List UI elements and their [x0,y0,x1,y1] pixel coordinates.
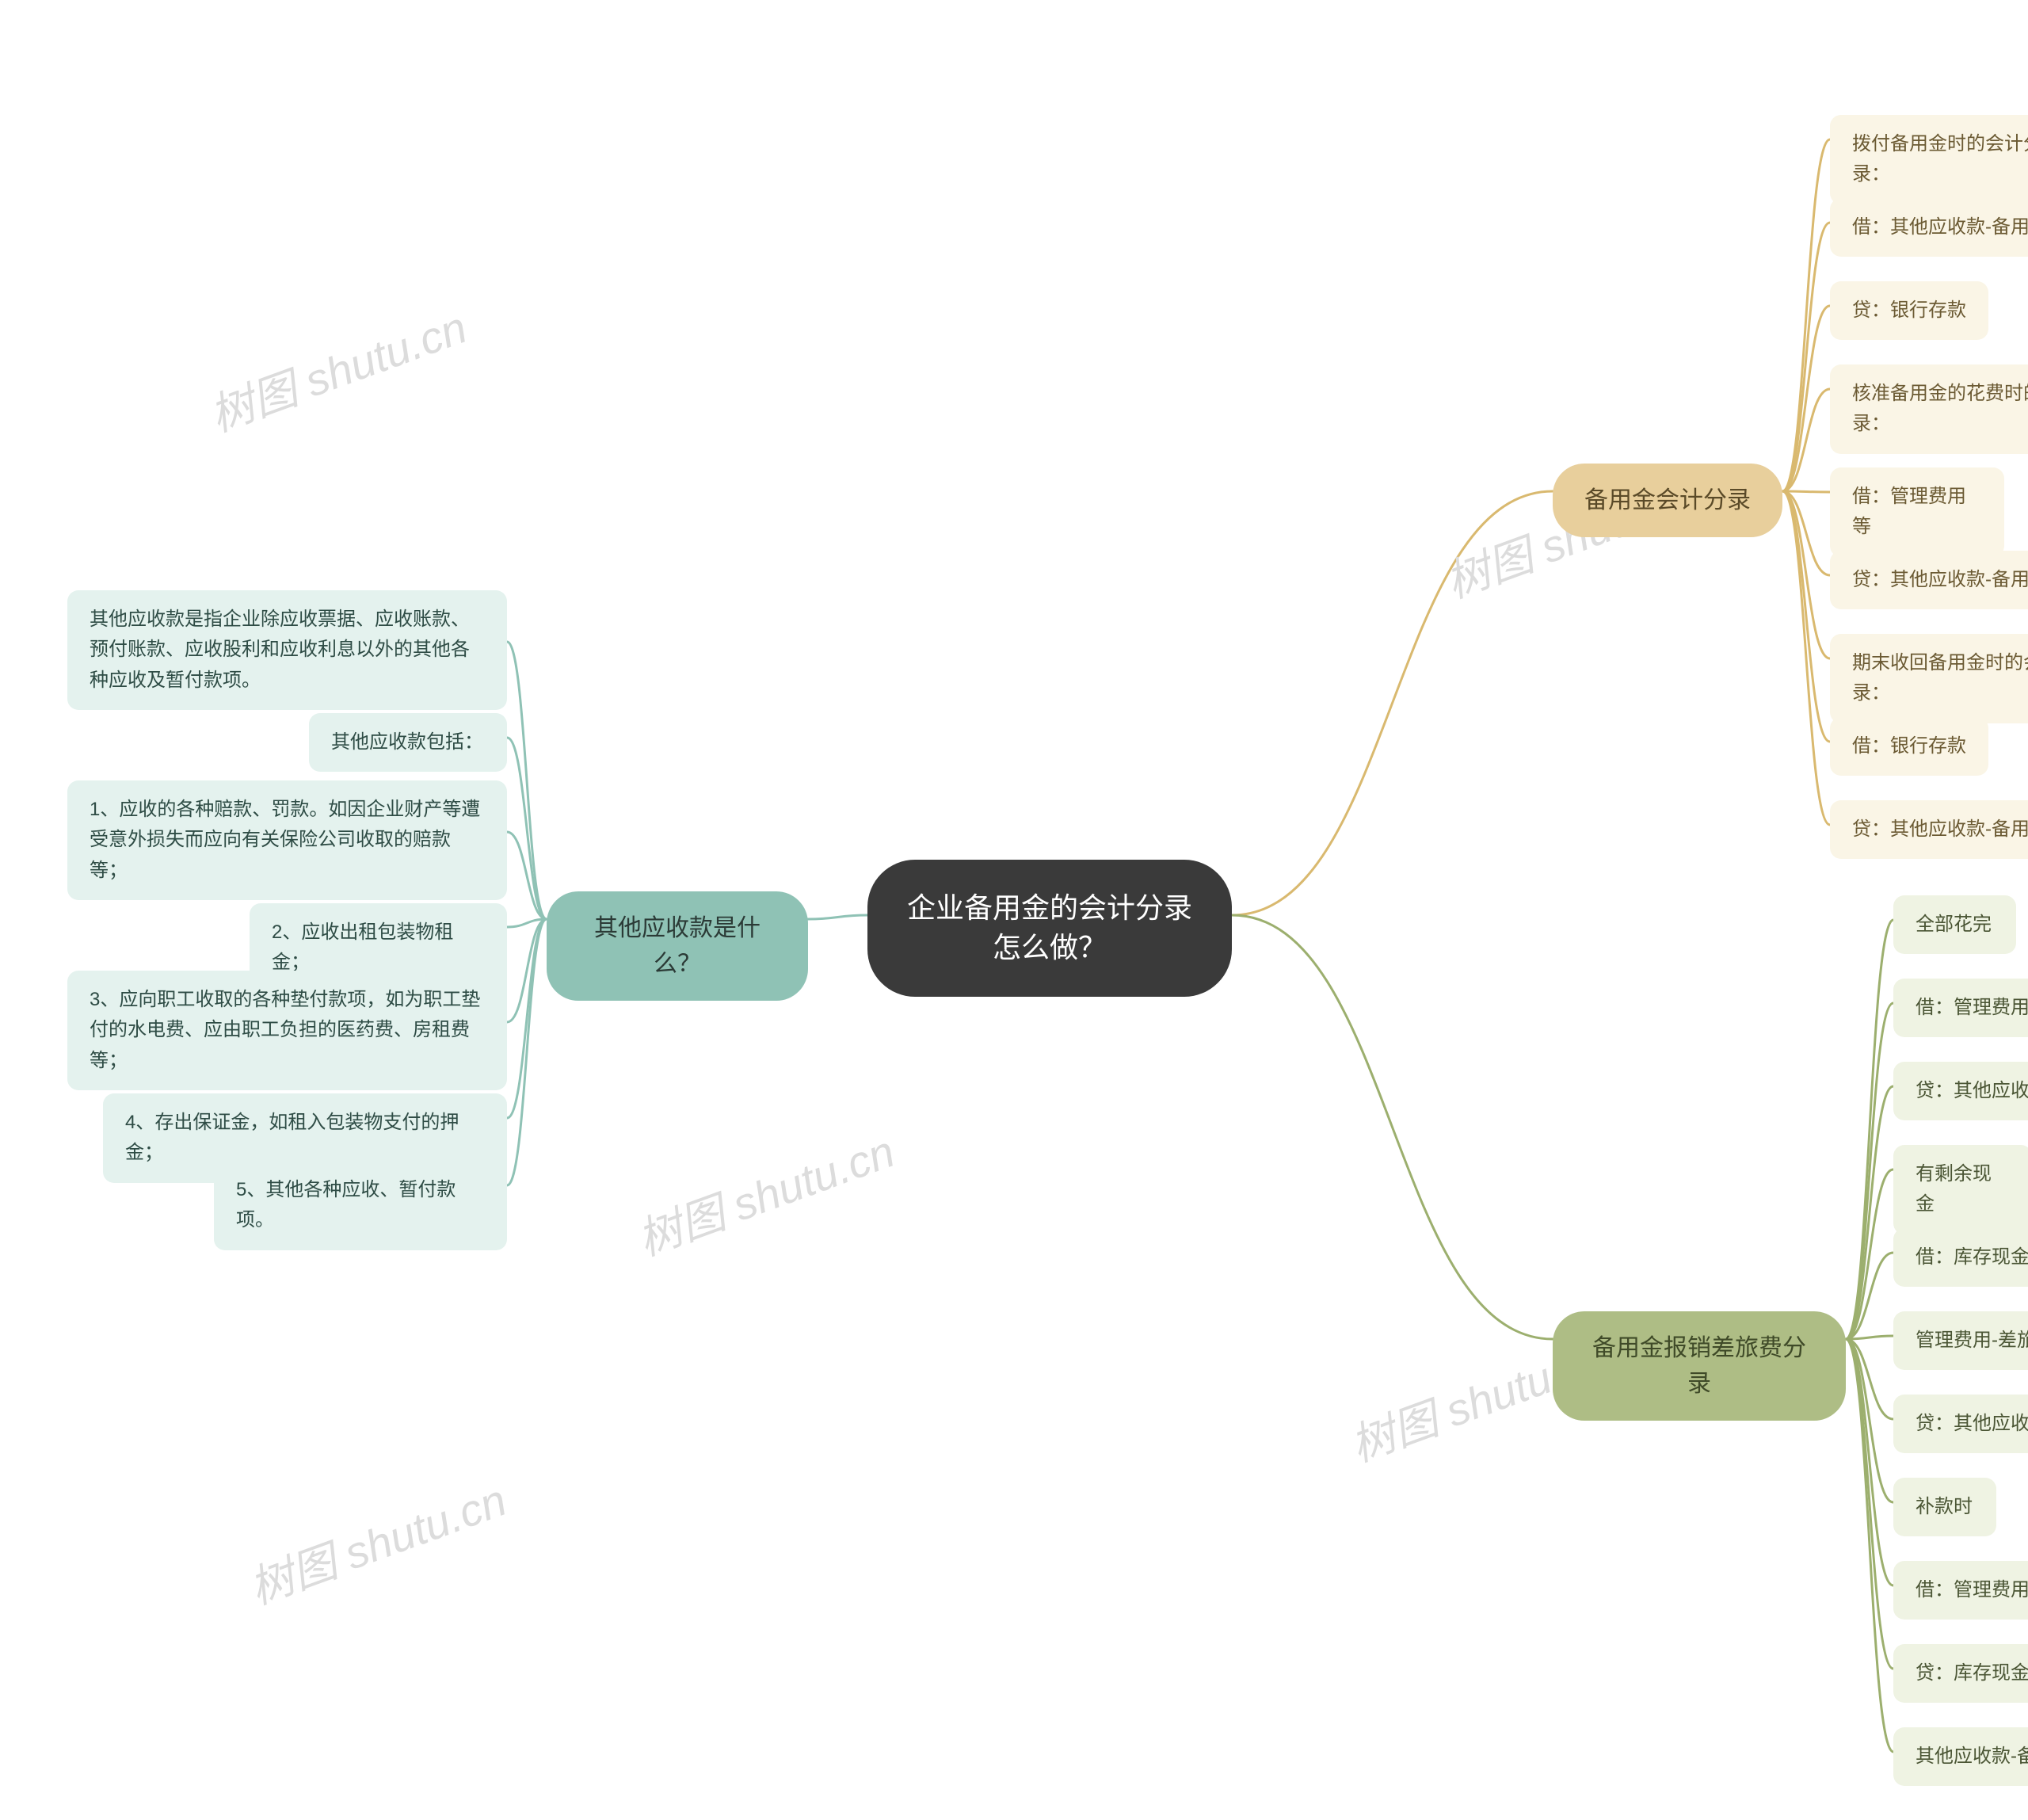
leaf-r1h: 借：银行存款 [1830,717,1988,776]
leaf-r2g: 贷：其他应收款-备用金 [1893,1395,2028,1453]
leaf-l5: 3、应向职工收取的各种垫付款项，如为职工垫付的水电费、应由职工负担的医药费、房租… [67,971,507,1090]
leaf-r2i: 借：管理费用-差旅费 [1893,1561,2028,1620]
leaf-r2e: 借：库存现金 [1893,1228,2028,1287]
leaf-r1g: 期末收回备用金时的会计分录： [1830,634,2028,723]
leaf-l7: 5、其他各种应收、暂付款项。 [214,1161,507,1250]
leaf-r1a: 拨付备用金时的会计分录： [1830,115,2028,204]
leaf-r2b: 借：管理费用-差旅费 [1893,979,2028,1037]
leaf-r1b: 借：其他应收款-备用金 [1830,198,2028,257]
leaf-r1i: 贷：其他应收款-备用金 [1830,800,2028,859]
leaf-l3: 1、应收的各种赔款、罚款。如因企业财产等遭受意外损失而应向有关保险公司收取的赔款… [67,780,507,900]
leaf-r2d: 有剩余现金 [1893,1145,2028,1234]
leaf-r1f: 贷：其他应收款-备用金 [1830,551,2028,609]
leaf-l1: 其他应收款是指企业除应收票据、应收账款、预付账款、应收股利和应收利息以外的其他各… [67,590,507,710]
watermark: 树图 shutu.cn [239,1465,514,1617]
leaf-r1d: 核准备用金的花费时的会计分录： [1830,364,2028,454]
branch-b-r1: 备用金会计分录 [1553,464,1782,537]
leaf-r2h: 补款时 [1893,1478,1996,1536]
watermark: 树图 shutu.cn [627,1116,902,1269]
leaf-r2j: 贷：库存现金 [1893,1644,2028,1703]
leaf-l2: 其他应收款包括： [309,713,507,772]
leaf-r2c: 贷：其他应收款-备用金 [1893,1062,2028,1120]
watermark: 树图 shutu.cn [200,292,475,445]
branch-b-r2: 备用金报销差旅费分录 [1553,1311,1846,1421]
leaf-r2k: 其他应收款-备用金 [1893,1727,2028,1786]
leaf-r1c: 贷：银行存款 [1830,281,1988,340]
leaf-r2a: 全部花完 [1893,895,2016,954]
leaf-r1e: 借：管理费用等 [1830,467,2004,557]
branch-b-left: 其他应收款是什么？ [547,891,808,1001]
root-node: 企业备用金的会计分录怎么做？ [867,860,1232,997]
leaf-r2f: 管理费用-差旅费 [1893,1311,2028,1370]
